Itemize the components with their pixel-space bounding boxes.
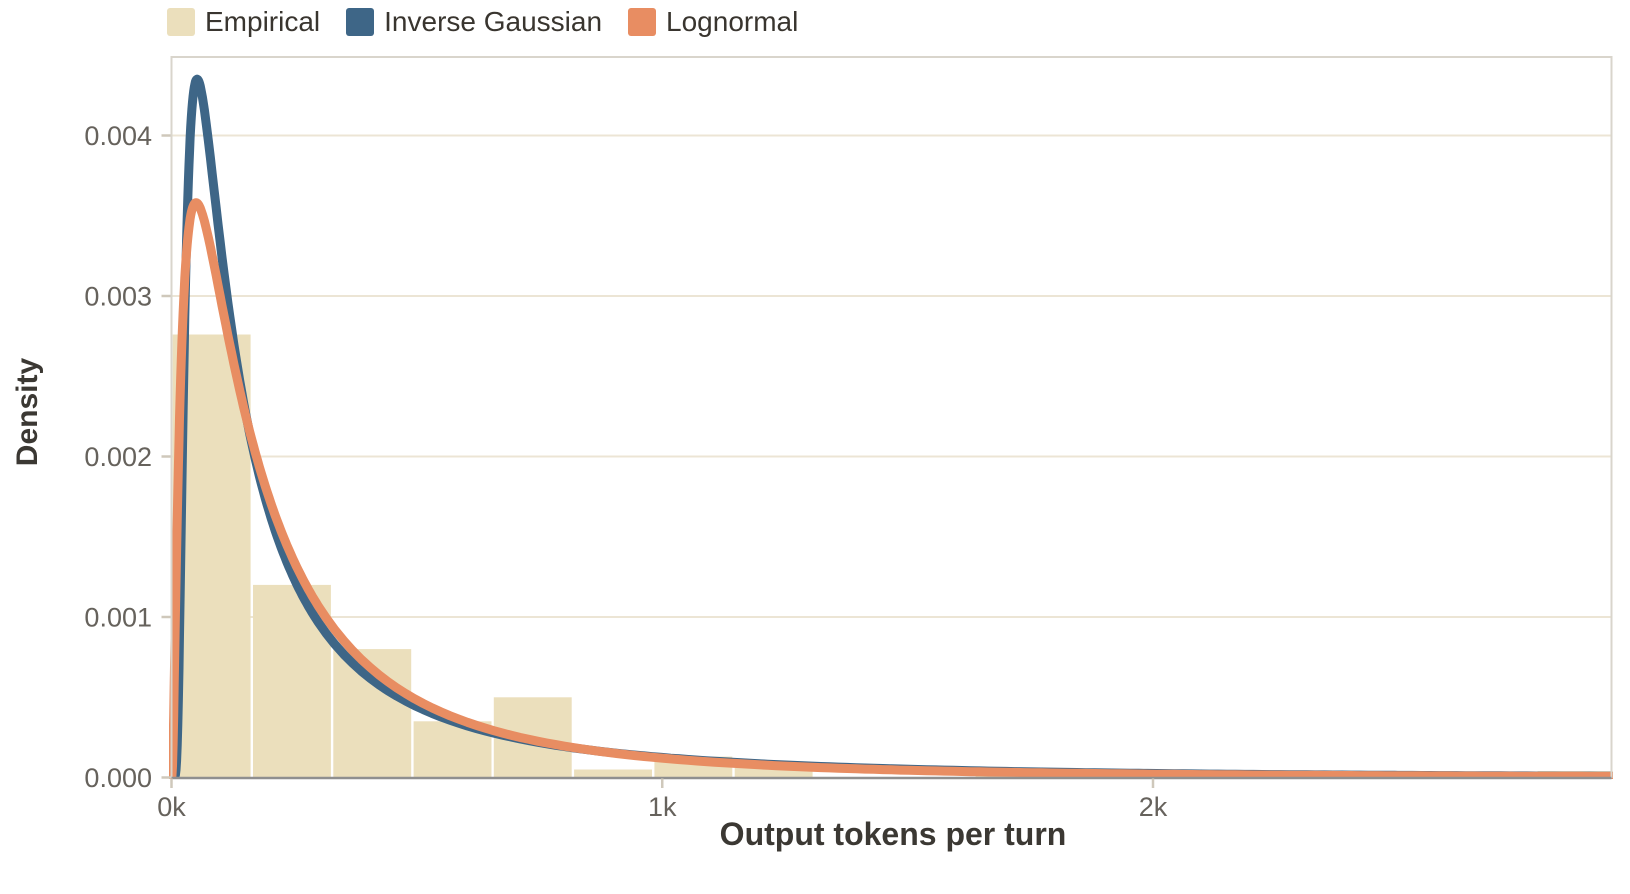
empirical-swatch-icon <box>167 8 195 36</box>
y-tick-label: 0.003 <box>84 281 152 311</box>
lognormal-curve <box>169 198 1613 779</box>
legend-label-lognormal: Lognormal <box>666 6 799 37</box>
y-tick-label: 0.000 <box>84 763 152 793</box>
legend-item-empirical: Empirical <box>167 6 320 38</box>
legend-label-empirical: Empirical <box>205 6 321 37</box>
legend-item-inverse-gaussian: Inverse Gaussian <box>346 6 602 38</box>
histogram-bar <box>734 767 813 778</box>
y-tick-label: 0.001 <box>84 602 152 632</box>
plot-border <box>170 56 1613 778</box>
inverse-gaussian-swatch-icon <box>346 8 375 36</box>
histogram-bars <box>172 334 1613 779</box>
x-axis-title: Output tokens per turn <box>720 816 1067 852</box>
lognormal-swatch-icon <box>628 8 657 36</box>
legend-item-lognormal: Lognormal <box>628 6 798 38</box>
legend-label-inverse-gaussian: Inverse Gaussian <box>384 6 603 37</box>
axis-ticks: 0.000 0.001 0.002 0.003 0.004 0k 1k 2k <box>84 121 1167 822</box>
gridlines <box>171 134 1612 618</box>
y-axis-title: Density <box>11 358 44 467</box>
chart-legend: Empirical Inverse Gaussian Lognormal <box>167 6 824 38</box>
histogram-bar <box>574 769 652 778</box>
y-tick-label: 0.002 <box>84 442 152 472</box>
x-tick-label: 2k <box>1139 792 1168 822</box>
y-tick-label: 0.004 <box>84 121 152 151</box>
x-tick-label: 1k <box>648 792 677 822</box>
x-tick-label: 0k <box>157 792 186 822</box>
fit-curves <box>169 74 1613 779</box>
